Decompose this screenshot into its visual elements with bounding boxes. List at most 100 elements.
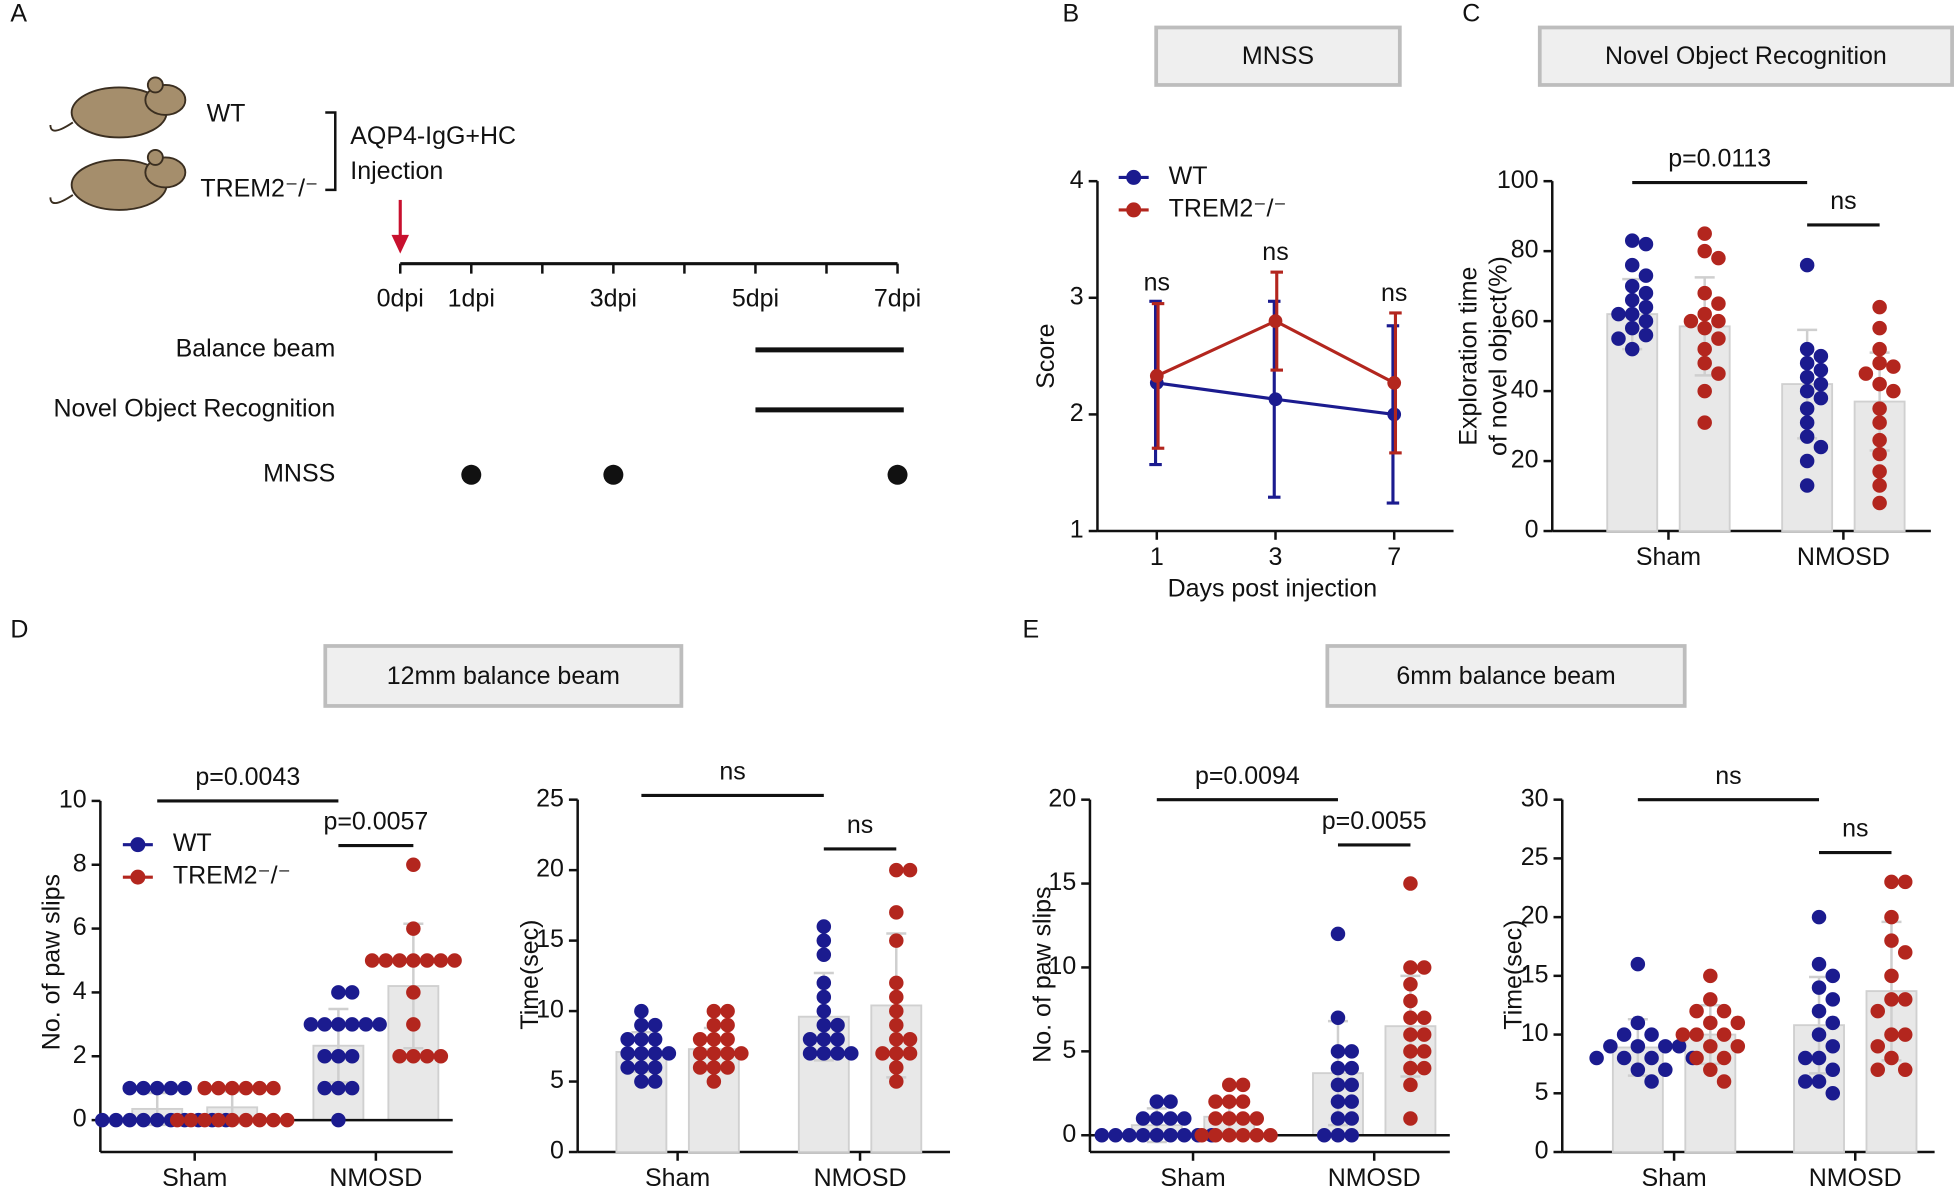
data-point bbox=[1811, 980, 1827, 995]
data-point bbox=[1711, 366, 1726, 381]
title-box bbox=[1537, 25, 1954, 87]
chart-title: MNSS bbox=[1242, 42, 1314, 70]
y-tick-label: 0 bbox=[550, 1137, 564, 1165]
data-point bbox=[1799, 478, 1815, 493]
data-point bbox=[734, 1046, 749, 1061]
data-point bbox=[1208, 1127, 1223, 1143]
row-label: Balance beam bbox=[176, 334, 336, 362]
title-box bbox=[1154, 25, 1402, 87]
y-tick-label: 2 bbox=[1070, 399, 1084, 427]
y-tick-label: 5 bbox=[1535, 1078, 1549, 1106]
point bbox=[1268, 392, 1283, 407]
data-point bbox=[1177, 1127, 1192, 1143]
data-point bbox=[1858, 366, 1874, 381]
data-point bbox=[816, 947, 832, 962]
data-point bbox=[1330, 926, 1346, 942]
y-tick-label: 4 bbox=[1070, 166, 1084, 194]
y-tick-label: 0 bbox=[1535, 1137, 1549, 1165]
data-point bbox=[364, 953, 380, 968]
data-point bbox=[1884, 992, 1899, 1007]
y-tick-label: 60 bbox=[1511, 306, 1539, 334]
data-point bbox=[1630, 1039, 1646, 1054]
data-point bbox=[1208, 1111, 1223, 1126]
data-point bbox=[720, 1060, 735, 1075]
subject-label: TREM2⁻/⁻ bbox=[200, 175, 318, 203]
x-tick-label: Sham bbox=[1641, 1164, 1706, 1192]
data-point bbox=[647, 1017, 663, 1033]
data-point bbox=[1711, 250, 1726, 266]
data-point bbox=[1624, 233, 1640, 248]
data-point bbox=[634, 1032, 649, 1047]
data-point bbox=[634, 1017, 649, 1033]
data-point bbox=[816, 1003, 832, 1019]
data-point bbox=[692, 1032, 708, 1047]
annotation: ns bbox=[1262, 238, 1288, 266]
data-point bbox=[378, 953, 394, 968]
data-point bbox=[1163, 1094, 1178, 1109]
data-point bbox=[1730, 1039, 1746, 1054]
data-point bbox=[1825, 992, 1841, 1007]
data-point bbox=[372, 1017, 387, 1032]
data-point bbox=[1730, 1015, 1746, 1031]
data-point bbox=[1094, 1127, 1110, 1143]
data-point bbox=[1344, 1044, 1359, 1059]
y-tick-label: 100 bbox=[1497, 166, 1539, 194]
data-point bbox=[1798, 1050, 1813, 1066]
data-point bbox=[844, 1046, 859, 1061]
data-point bbox=[1825, 1086, 1841, 1101]
y-tick-label: 1 bbox=[1070, 516, 1084, 544]
panel-letter: E bbox=[1022, 616, 1039, 644]
data-point bbox=[1799, 369, 1815, 385]
data-point bbox=[447, 953, 462, 968]
x-tick-label: Sham bbox=[1636, 543, 1701, 571]
injection-arrowhead bbox=[391, 234, 409, 254]
data-point bbox=[1235, 1094, 1251, 1109]
data-point bbox=[1703, 992, 1718, 1007]
data-point bbox=[136, 1112, 151, 1128]
data-point bbox=[1403, 1077, 1418, 1093]
data-point bbox=[1330, 1127, 1346, 1143]
data-point bbox=[406, 953, 421, 968]
data-point bbox=[1630, 1015, 1646, 1031]
data-point bbox=[406, 857, 421, 872]
data-point bbox=[634, 1046, 649, 1061]
data-point bbox=[1403, 960, 1418, 975]
data-point bbox=[1870, 1062, 1885, 1078]
data-point bbox=[889, 862, 904, 878]
x-tick-label: NMOSD bbox=[1809, 1164, 1902, 1192]
data-point bbox=[634, 1074, 649, 1089]
panel-letter: B bbox=[1062, 0, 1079, 28]
treatment-label: Injection bbox=[350, 157, 443, 185]
data-point bbox=[816, 933, 832, 948]
legend-label: WT bbox=[1169, 162, 1208, 190]
comparison-label: p=0.0094 bbox=[1195, 762, 1300, 790]
data-point bbox=[392, 1049, 407, 1064]
y-tick-label: 15 bbox=[1048, 868, 1076, 896]
data-point bbox=[1624, 257, 1640, 273]
data-point bbox=[1799, 383, 1815, 399]
data-point bbox=[197, 1080, 212, 1096]
mouse-icon bbox=[49, 76, 187, 211]
data-point bbox=[1403, 1111, 1418, 1126]
data-point bbox=[1344, 1060, 1359, 1076]
data-point bbox=[1177, 1111, 1192, 1126]
data-point bbox=[331, 985, 346, 1000]
data-point bbox=[1222, 1094, 1237, 1109]
legend-label: TREM2⁻/⁻ bbox=[173, 862, 291, 890]
data-point bbox=[1330, 1094, 1346, 1109]
data-point bbox=[889, 933, 904, 948]
x-tick-label: 3 bbox=[1269, 543, 1283, 571]
data-point bbox=[1697, 383, 1712, 399]
data-point bbox=[816, 919, 832, 934]
data-point bbox=[1703, 1062, 1718, 1078]
data-point bbox=[1811, 956, 1827, 972]
y-tick-label: 5 bbox=[1062, 1036, 1076, 1064]
data-point bbox=[692, 1060, 708, 1075]
data-point bbox=[1870, 1039, 1885, 1054]
data-point bbox=[1249, 1111, 1265, 1126]
data-point bbox=[1884, 1050, 1899, 1066]
chart-title: Novel Object Recognition bbox=[1605, 42, 1887, 70]
y-tick-label: 25 bbox=[1521, 843, 1549, 871]
x-tick-label: Sham bbox=[1160, 1164, 1225, 1192]
